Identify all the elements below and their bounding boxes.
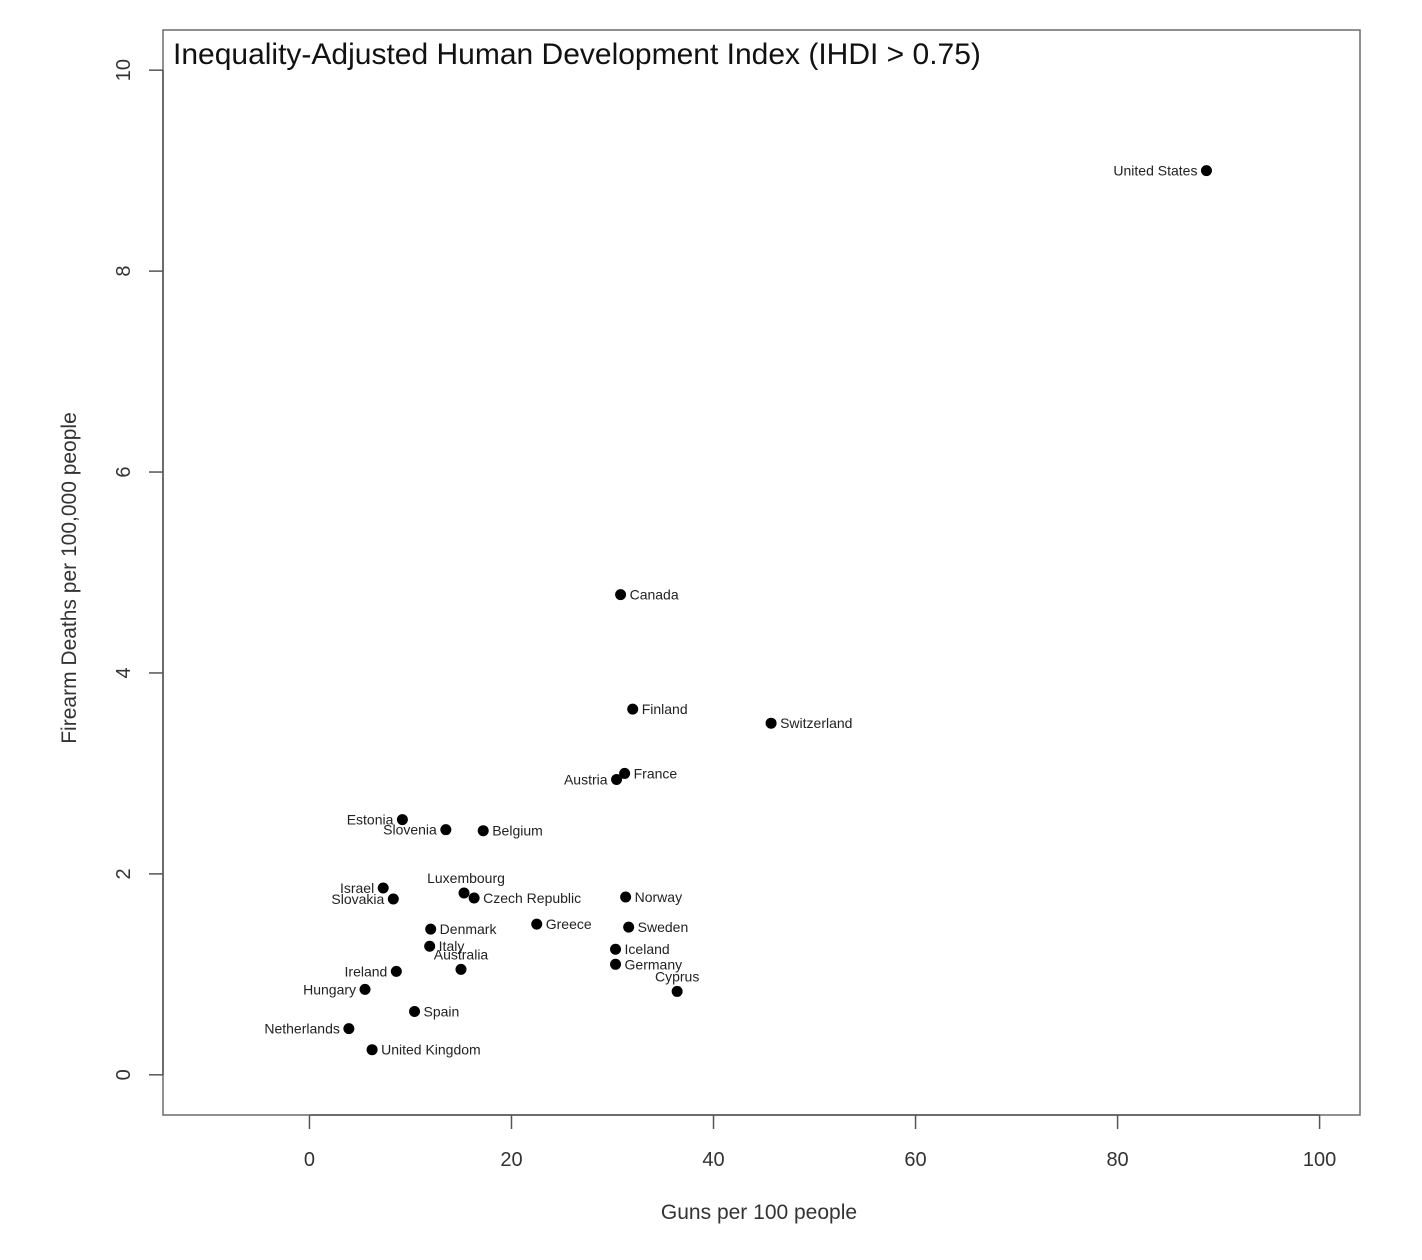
data-point: [359, 983, 371, 995]
data-point-label: Australia: [434, 946, 489, 962]
data-point-label: Italy: [439, 938, 465, 954]
data-point: [440, 824, 452, 836]
data-point-label: Netherlands: [264, 1021, 340, 1037]
chart-title: Inequality-Adjusted Human Development In…: [173, 38, 981, 71]
data-point: [409, 1006, 421, 1018]
data-point-label: Spain: [424, 1004, 460, 1020]
x-axis-title: Guns per 100 people: [661, 1201, 857, 1224]
x-tick-label: 40: [702, 1149, 724, 1171]
data-point: [366, 1044, 378, 1056]
data-point-label: Cyprus: [655, 968, 699, 984]
y-axis-title: Firearm Deaths per 100,000 people: [58, 412, 81, 744]
data-point-label: Canada: [630, 587, 679, 603]
data-point-label: Greece: [546, 916, 592, 932]
data-point: [468, 892, 480, 904]
y-tick-label: 10: [113, 59, 135, 81]
data-point: [477, 825, 489, 837]
data-point-label: Luxembourg: [427, 870, 505, 886]
data-point: [425, 923, 437, 935]
data-point-label: Estonia: [347, 812, 394, 828]
data-point: [387, 893, 399, 905]
data-point-labels: United States Canada Finland Switzerland Fra…: [264, 163, 1197, 1058]
data-point-label: Slovakia: [331, 891, 384, 907]
data-point: [611, 773, 623, 785]
data-point: [627, 703, 639, 715]
data-point-label: United Kingdom: [381, 1042, 481, 1058]
data-point-label: Belgium: [492, 823, 543, 839]
data-point: [620, 891, 632, 903]
data-point: [615, 589, 627, 601]
data-point: [1200, 165, 1212, 177]
x-tick-label: 80: [1106, 1149, 1128, 1171]
data-point-label: Ireland: [345, 963, 388, 979]
y-tick-label: 2: [113, 868, 135, 879]
data-point: [458, 887, 470, 899]
data-point-label: Norway: [635, 889, 682, 905]
data-point-label: Finland: [642, 701, 688, 717]
y-axis: 0 2 4 6 8 10: [113, 59, 164, 1080]
data-point: [610, 943, 622, 955]
x-tick-label: 60: [904, 1149, 926, 1171]
data-point-label: Israel: [340, 880, 374, 896]
data-point: [343, 1023, 355, 1035]
data-point-label: Czech Republic: [483, 890, 581, 906]
data-point: [765, 717, 777, 729]
data-point-label: United States: [1113, 163, 1197, 179]
data-point: [377, 882, 389, 894]
data-points: [343, 165, 1212, 1056]
data-point: [671, 985, 683, 997]
data-point-label: France: [634, 765, 678, 781]
data-point: [619, 767, 631, 779]
y-tick-label: 8: [113, 266, 135, 277]
data-point: [396, 814, 408, 826]
data-point: [623, 921, 635, 933]
y-tick-label: 4: [113, 667, 135, 678]
data-point-label: Switzerland: [780, 715, 852, 731]
data-point: [390, 965, 402, 977]
data-point: [610, 958, 622, 970]
data-point-label: Denmark: [440, 921, 498, 937]
data-point-label: Slovenia: [383, 822, 437, 838]
data-point-label: Sweden: [638, 919, 689, 935]
data-point: [455, 963, 467, 975]
data-point: [531, 918, 543, 930]
data-point-label: Hungary: [303, 981, 356, 997]
y-tick-label: 6: [113, 466, 135, 477]
x-tick-label: 100: [1303, 1149, 1336, 1171]
x-tick-label: 20: [500, 1149, 522, 1171]
data-point: [424, 940, 436, 952]
x-tick-label: 0: [304, 1149, 315, 1171]
data-point-label: Austria: [564, 771, 608, 787]
x-axis: 0 20 40 60 80 100: [304, 1114, 1336, 1171]
data-point-label: Germany: [625, 956, 683, 972]
y-tick-label: 0: [113, 1069, 135, 1080]
data-point-label: Iceland: [625, 941, 670, 957]
